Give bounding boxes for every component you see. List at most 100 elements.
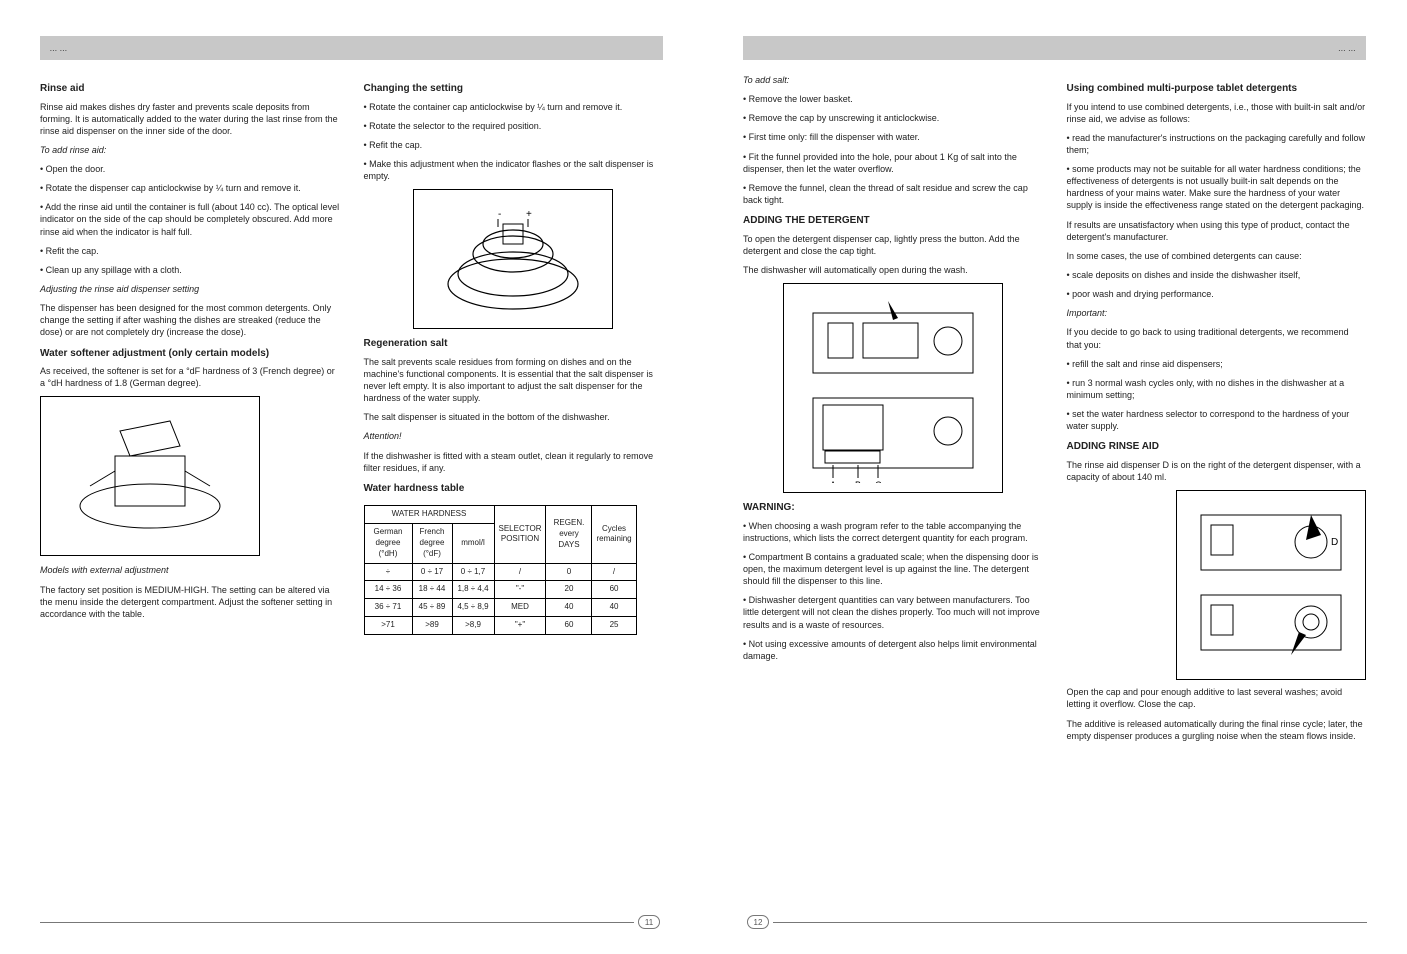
bullet: • Fit the funnel provided into the hole,… — [743, 151, 1043, 175]
footer-rule — [40, 922, 634, 923]
para: The rinse aid dispenser D is on the righ… — [1067, 459, 1367, 483]
table-col: mmol/l — [452, 524, 494, 563]
bullet: • run 3 normal wash cycles only, with no… — [1067, 377, 1367, 401]
bullet: • Remove the funnel, clean the thread of… — [743, 182, 1043, 206]
heading: ADDING THE DETERGENT — [743, 214, 1043, 228]
detergent-dispenser-figure: A B C — [783, 283, 1003, 493]
header-text: ... ... — [50, 43, 68, 53]
header-bar-left: ... ... — [40, 36, 663, 60]
bullet: • Remove the cap by unscrewing it anticl… — [743, 112, 1043, 124]
bullet: • set the water hardness selector to cor… — [1067, 408, 1367, 432]
selector-cap-figure: - + — [413, 189, 613, 329]
table-group-header: WATER HARDNESS — [364, 506, 494, 524]
right-page: ... ... To add salt: • Remove the lower … — [703, 0, 1406, 954]
footer-rule — [773, 922, 1367, 923]
heading: WARNING: — [743, 501, 1043, 515]
bullet: • Remove the lower basket. — [743, 93, 1043, 105]
heading: Using combined multi-purpose tablet dete… — [1067, 82, 1367, 96]
bullet: • Not using excessive amounts of deterge… — [743, 638, 1043, 662]
heading: ADDING RINSE AID — [1067, 440, 1367, 454]
bullet: • Compartment B contains a graduated sca… — [743, 551, 1043, 587]
table-row: 14 ÷ 36 18 ÷ 44 1,8 ÷ 4,4 "-" 20 60 — [364, 581, 636, 599]
table-col: French degree (°dF) — [412, 524, 452, 563]
svg-text:+: + — [526, 209, 532, 220]
bullet: • refill the salt and rinse aid dispense… — [1067, 358, 1367, 370]
para: The dispenser has been designed for the … — [40, 302, 340, 338]
para: The salt prevents scale residues from fo… — [364, 356, 664, 405]
heading: Changing the setting — [364, 82, 664, 96]
selector-cap-icon: - + — [428, 199, 598, 319]
bullet: • Make this adjustment when the indicato… — [364, 158, 664, 182]
heading: Rinse aid — [40, 82, 340, 96]
para: If results are unsatisfactory when using… — [1067, 219, 1367, 243]
bullet: • Add the rinse aid until the container … — [40, 201, 340, 237]
para: To open the detergent dispenser cap, lig… — [743, 233, 1043, 257]
table-col: REGEN. every DAYS — [546, 506, 592, 563]
right-col-1: To add salt: • Remove the lower basket. … — [743, 74, 1043, 749]
bullet: • read the manufacturer's instructions o… — [1067, 132, 1367, 156]
bullet: • Refit the cap. — [364, 139, 664, 151]
para: If the dishwasher is fitted with a steam… — [364, 450, 664, 474]
para: The factory set position is MEDIUM-HIGH.… — [40, 584, 340, 620]
para: The additive is released automatically d… — [1067, 718, 1367, 742]
table-row: ÷ 0 ÷ 17 0 ÷ 1,7 / 0 / — [364, 563, 636, 581]
header-bar-right: ... ... — [743, 36, 1366, 60]
para: Open the cap and pour enough additive to… — [1067, 686, 1367, 710]
table-row: >71 >89 >8,9 "+" 60 25 — [364, 616, 636, 634]
subhead: To add salt: — [743, 74, 1043, 86]
subhead: Attention! — [364, 430, 664, 442]
bullet: • Open the door. — [40, 163, 340, 175]
subhead: Models with external adjustment — [40, 564, 340, 576]
para: The salt dispenser is situated in the bo… — [364, 411, 664, 423]
rinse-aid-icon: D — [1186, 500, 1356, 670]
svg-text:-: - — [498, 209, 501, 220]
right-col-2: Using combined multi-purpose tablet dete… — [1067, 74, 1367, 749]
heading: Water hardness table — [364, 482, 664, 496]
rinse-aid-figure: D — [1176, 490, 1366, 680]
svg-text:D: D — [1331, 537, 1338, 548]
table-col: German degree (°dH) — [364, 524, 412, 563]
para: As received, the softener is set for a °… — [40, 365, 340, 389]
bullet: • Clean up any spillage with a cloth. — [40, 264, 340, 276]
footer-left: 11 — [40, 912, 664, 932]
svg-text:C: C — [875, 480, 882, 483]
svg-text:B: B — [855, 480, 861, 483]
bullet: • scale deposits on dishes and inside th… — [1067, 269, 1367, 281]
pour-salt-icon — [60, 411, 240, 541]
bullet: • Rotate the dispenser cap anticlockwise… — [40, 182, 340, 194]
dispenser-icon: A B C — [793, 293, 993, 483]
header-text: ... ... — [1338, 43, 1356, 53]
subhead: To add rinse aid: — [40, 144, 340, 156]
left-page: ... ... Rinse aid Rinse aid makes dishes… — [0, 0, 703, 954]
para: If you intend to use combined detergents… — [1067, 101, 1367, 125]
heading: Water softener adjustment (only certain … — [40, 347, 340, 361]
bullet: • Rotate the container cap anticlockwise… — [364, 101, 664, 113]
heading: Regeneration salt — [364, 337, 664, 351]
bullet: • Dishwasher detergent quantities can va… — [743, 594, 1043, 630]
page-number: 12 — [747, 915, 769, 929]
page-number: 11 — [638, 915, 660, 929]
table-col: SELECTOR POSITION — [494, 506, 546, 563]
right-columns: To add salt: • Remove the lower basket. … — [743, 74, 1366, 749]
bullet: • First time only: fill the dispenser wi… — [743, 131, 1043, 143]
left-col-1: Rinse aid Rinse aid makes dishes dry fas… — [40, 74, 340, 635]
para: Rinse aid makes dishes dry faster and pr… — [40, 101, 340, 137]
bullet: • some products may not be suitable for … — [1067, 163, 1367, 212]
left-columns: Rinse aid Rinse aid makes dishes dry fas… — [40, 74, 663, 635]
bullet: • poor wash and drying performance. — [1067, 288, 1367, 300]
table-col: Cycles remaining — [592, 506, 636, 563]
para: If you decide to go back to using tradit… — [1067, 326, 1367, 350]
bullet: • When choosing a wash program refer to … — [743, 520, 1043, 544]
salt-cap-figure — [40, 396, 260, 556]
table-row: 36 ÷ 71 45 ÷ 89 4,5 ÷ 8,9 MED 40 40 — [364, 599, 636, 617]
bullet: • Refit the cap. — [40, 245, 340, 257]
subhead: Important: — [1067, 307, 1367, 319]
bullet: • Rotate the selector to the required po… — [364, 120, 664, 132]
left-col-2: Changing the setting • Rotate the contai… — [364, 74, 664, 635]
subhead: Adjusting the rinse aid dispenser settin… — [40, 283, 340, 295]
footer-right: 12 — [743, 912, 1367, 932]
svg-text:A: A — [830, 480, 836, 483]
para: The dishwasher will automatically open d… — [743, 264, 1043, 276]
hardness-table: WATER HARDNESS SELECTOR POSITION REGEN. … — [364, 505, 637, 634]
para: In some cases, the use of combined deter… — [1067, 250, 1367, 262]
